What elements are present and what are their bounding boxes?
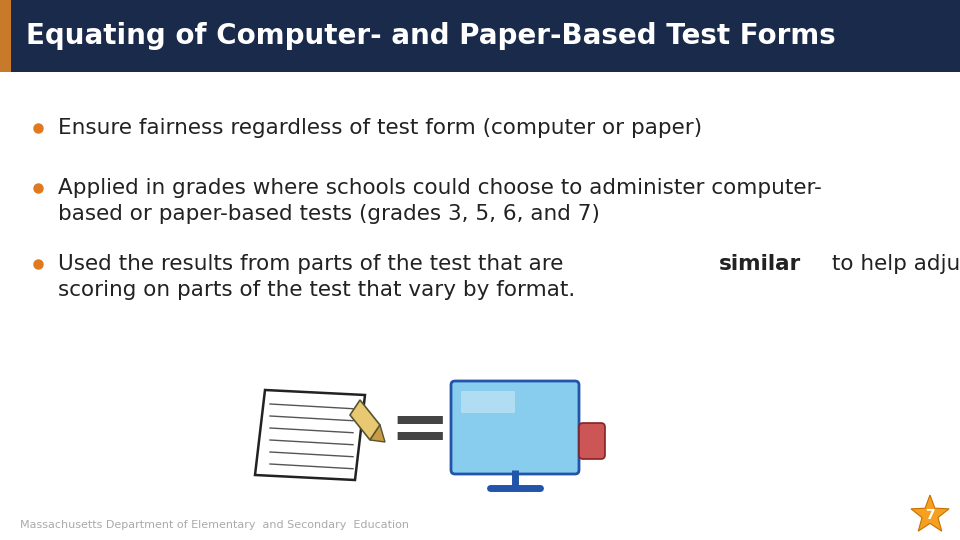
- Polygon shape: [370, 425, 385, 442]
- Text: Used the results from parts of the test that are: Used the results from parts of the test …: [58, 254, 570, 274]
- Text: Applied in grades where schools could choose to administer computer-: Applied in grades where schools could ch…: [58, 178, 822, 198]
- Polygon shape: [461, 391, 515, 413]
- Polygon shape: [255, 390, 365, 480]
- Text: Massachusetts Department of Elementary  and Secondary  Education: Massachusetts Department of Elementary a…: [20, 520, 409, 530]
- Text: based or paper-based tests (grades 3, 5, 6, and 7): based or paper-based tests (grades 3, 5,…: [58, 204, 600, 224]
- FancyBboxPatch shape: [0, 0, 11, 72]
- FancyBboxPatch shape: [579, 423, 605, 459]
- Polygon shape: [350, 400, 380, 440]
- Text: =: =: [390, 395, 450, 464]
- Text: Ensure fairness regardless of test form (computer or paper): Ensure fairness regardless of test form …: [58, 118, 702, 138]
- Polygon shape: [911, 495, 949, 531]
- Text: 7: 7: [925, 508, 935, 522]
- Text: similar: similar: [719, 254, 802, 274]
- Text: Equating of Computer- and Paper-Based Test Forms: Equating of Computer- and Paper-Based Te…: [26, 22, 836, 50]
- FancyBboxPatch shape: [0, 0, 960, 72]
- Text: scoring on parts of the test that vary by format.: scoring on parts of the test that vary b…: [58, 280, 575, 300]
- FancyBboxPatch shape: [451, 381, 579, 474]
- Text: to help adjust the: to help adjust the: [825, 254, 960, 274]
